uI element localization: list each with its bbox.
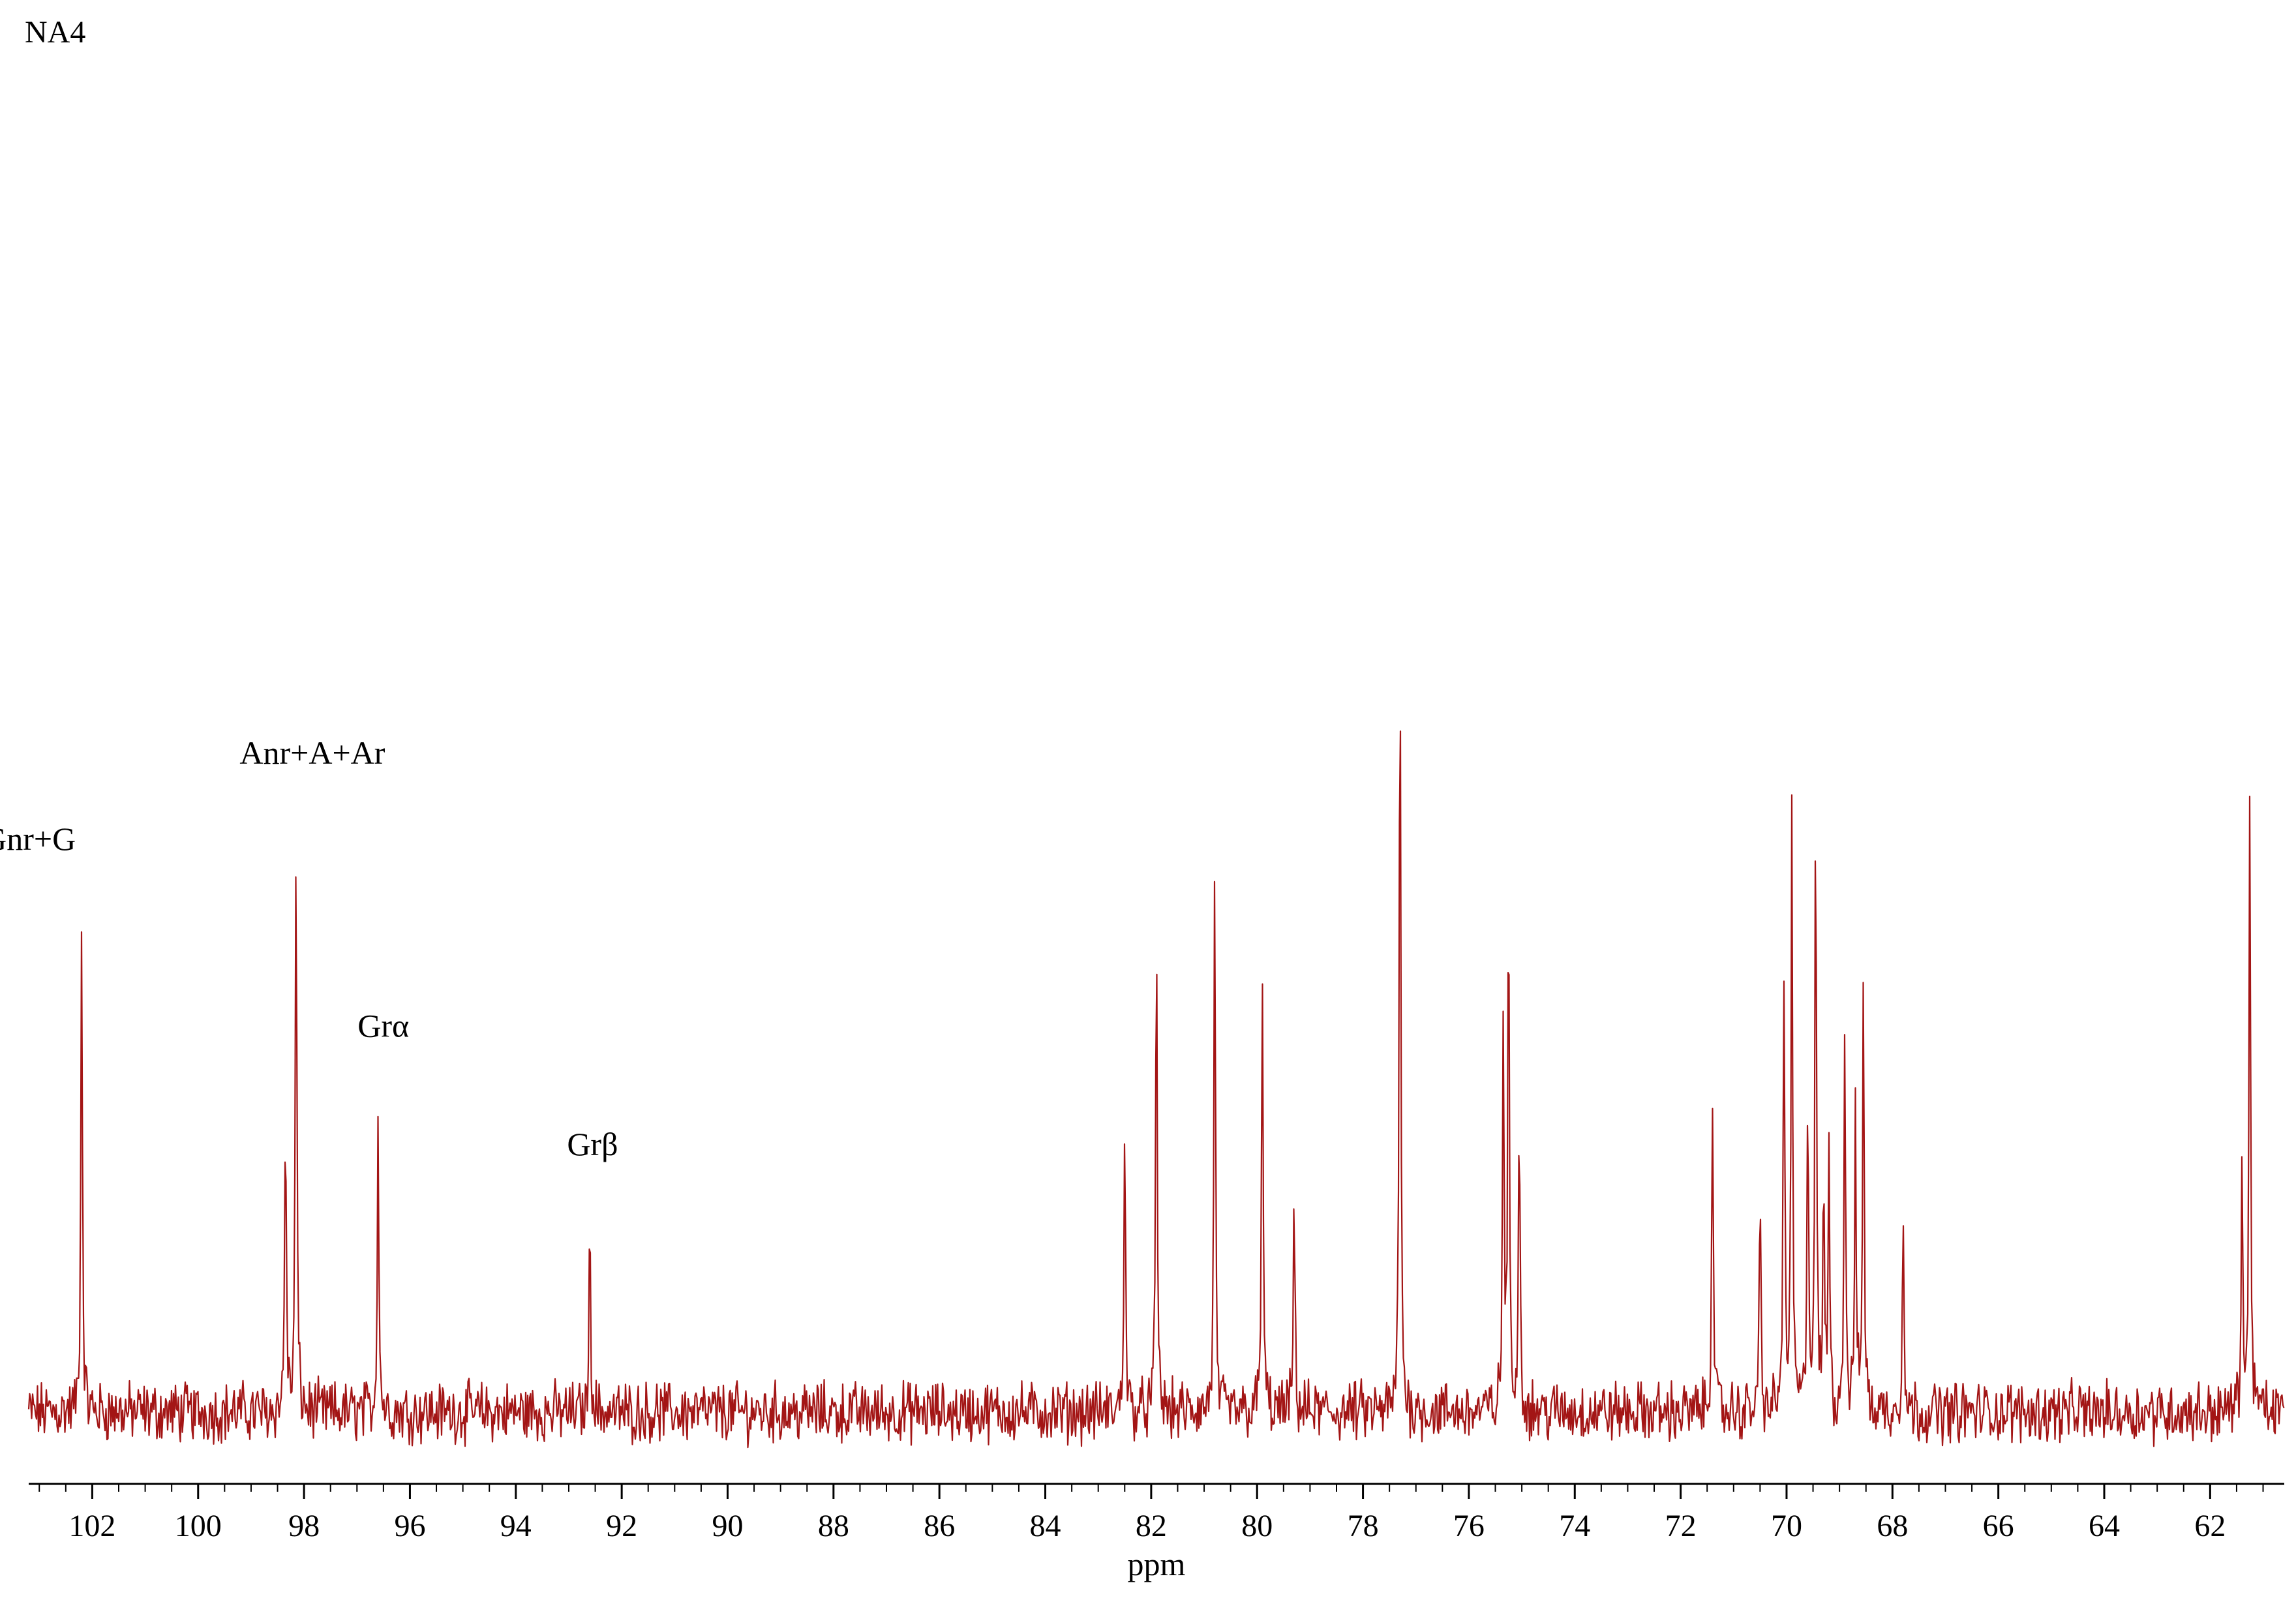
x-tick-label: 72	[1665, 1509, 1697, 1543]
x-axis-label: ppm	[1128, 1546, 1186, 1582]
x-tick-label: 100	[175, 1509, 222, 1543]
x-tick-label: 88	[818, 1509, 849, 1543]
x-axis-ticks: 102 100 98 96 94 92 90 88 86 84 82 80 78 76 74 72 70 68 66…	[38, 1484, 2264, 1543]
peak-annotation: Gnr+G	[0, 821, 76, 857]
x-tick-label: 96	[394, 1509, 425, 1543]
x-tick-label: 64	[2089, 1509, 2120, 1543]
x-tick-label: 86	[924, 1509, 955, 1543]
x-tick-label: 102	[68, 1509, 115, 1543]
x-tick-label: 68	[1877, 1509, 1908, 1543]
peak-annotation: Grβ	[567, 1126, 618, 1162]
chart-title: NA4	[25, 15, 85, 50]
spectrum-trace	[27, 730, 2285, 1449]
annotation-layer: Gnr+G Anr+A+Ar Grα Grβ	[0, 734, 618, 1162]
x-tick-label: 92	[606, 1509, 637, 1543]
x-tick-label: 98	[288, 1509, 320, 1543]
x-tick-label: 80	[1241, 1509, 1273, 1543]
x-tick-label: 66	[1983, 1509, 2014, 1543]
spectrum-layer	[27, 730, 2285, 1449]
x-tick-label: 90	[712, 1509, 743, 1543]
x-tick-label: 74	[1559, 1509, 1590, 1543]
x-tick-label: 62	[2194, 1509, 2226, 1543]
x-tick-label: 70	[1771, 1509, 1802, 1543]
x-tick-label: 82	[1136, 1509, 1167, 1543]
x-tick-label: 78	[1348, 1509, 1379, 1543]
x-tick-label: 76	[1453, 1509, 1485, 1543]
x-tick-label: 94	[500, 1509, 532, 1543]
peak-annotation: Grα	[357, 1008, 409, 1044]
peak-annotation: Anr+A+Ar	[239, 734, 385, 771]
x-tick-label: 84	[1030, 1509, 1061, 1543]
